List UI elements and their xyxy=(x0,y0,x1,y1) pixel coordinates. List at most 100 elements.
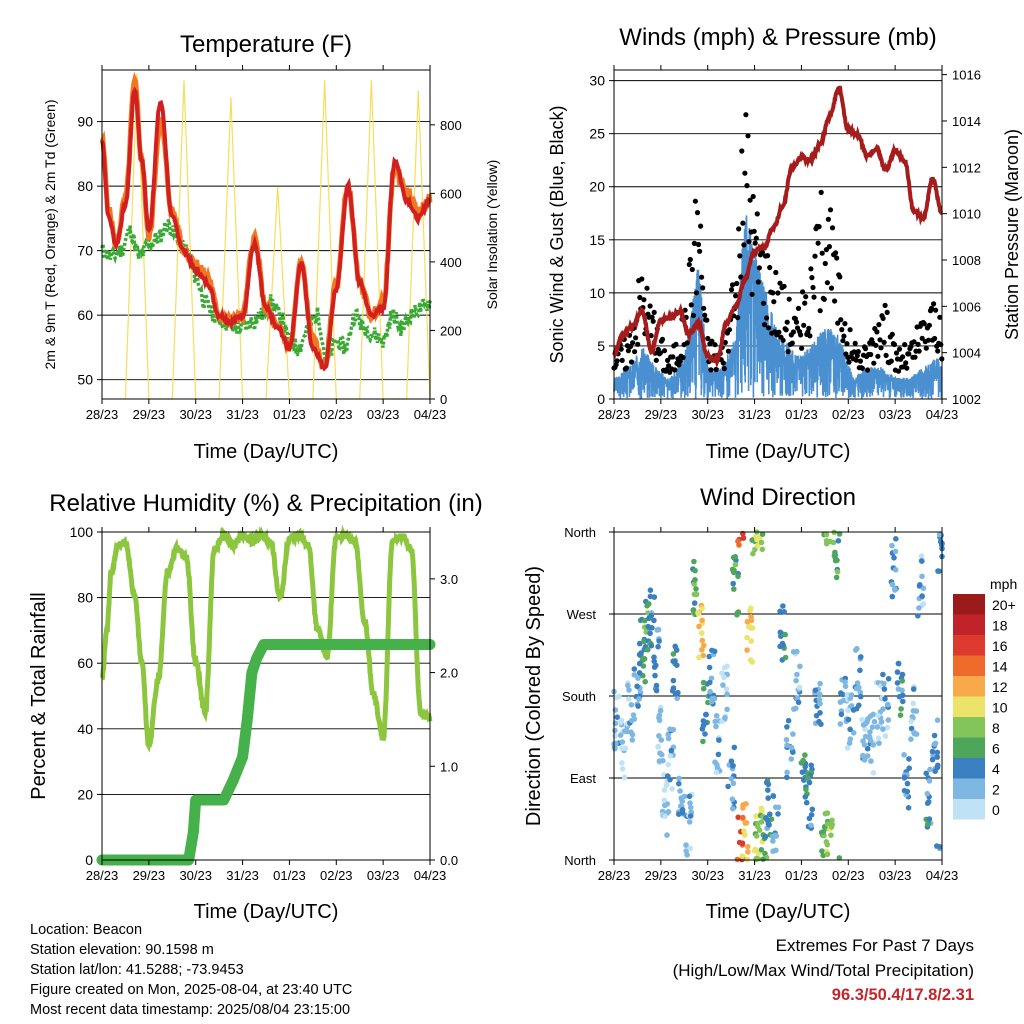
direction-point xyxy=(619,739,626,745)
gust-point xyxy=(647,303,653,309)
direction-point xyxy=(723,686,730,692)
direction-point xyxy=(885,701,891,708)
direction-point xyxy=(846,740,853,746)
direction-point xyxy=(842,679,848,685)
gust-point xyxy=(756,265,763,271)
direction-point xyxy=(631,716,638,722)
gust-point xyxy=(776,329,782,335)
direction-point xyxy=(626,687,632,693)
gust-point xyxy=(725,348,732,354)
x-tick-label-direction: 02/23 xyxy=(832,868,865,883)
direction-point xyxy=(741,828,747,834)
gust-point xyxy=(837,274,843,280)
direction-point xyxy=(766,822,772,828)
direction-point xyxy=(836,531,843,537)
direction-point xyxy=(906,765,912,771)
gust-point xyxy=(785,349,791,355)
direction-point xyxy=(660,757,666,764)
gust-point xyxy=(755,279,761,285)
direction-point xyxy=(619,766,626,772)
y-tick-label-winds: 25 xyxy=(589,126,605,142)
direction-point xyxy=(638,650,644,656)
legend-swatch xyxy=(953,696,985,717)
direction-point xyxy=(651,594,658,600)
gust-point xyxy=(874,329,880,335)
direction-point xyxy=(731,569,737,576)
direction-point xyxy=(895,660,902,667)
gust-point xyxy=(799,345,805,351)
direction-point xyxy=(692,577,698,583)
x-tick-label-winds: 31/23 xyxy=(738,407,771,422)
direction-point xyxy=(681,793,688,800)
direction-point xyxy=(908,736,914,742)
direction-point xyxy=(728,776,735,782)
gust-point xyxy=(735,315,741,321)
direction-point xyxy=(758,805,765,812)
direction-point xyxy=(915,613,921,619)
direction-point xyxy=(700,685,707,692)
direction-point xyxy=(784,724,790,730)
direction-point xyxy=(750,550,756,557)
gust-point xyxy=(712,342,718,348)
direction-point xyxy=(687,800,693,806)
direction-point xyxy=(860,752,866,759)
gust-point xyxy=(833,250,839,256)
direction-point xyxy=(936,844,943,850)
direction-point xyxy=(664,832,670,838)
y2-tick-label-humidity: 1.0 xyxy=(440,759,458,774)
direction-point xyxy=(641,656,648,662)
direction-point xyxy=(655,643,661,650)
direction-point xyxy=(729,796,736,802)
x-axis-label-direction: Time (Day/UTC) xyxy=(706,901,851,923)
panel-title-humidity: Relative Humidity (%) & Precipitation (i… xyxy=(49,490,482,517)
x-tick-label-temperature: 02/23 xyxy=(320,407,353,422)
gust-point xyxy=(648,333,654,339)
direction-point xyxy=(775,811,781,817)
direction-point xyxy=(636,696,642,702)
series-gust xyxy=(611,112,945,375)
temperature-panel: 50 60 70 80 90 0 200 400 600 800 Temperature (F) 28… xyxy=(42,31,500,463)
direction-point xyxy=(892,567,899,573)
plot-frame-humidity xyxy=(101,531,431,861)
direction-point xyxy=(749,537,755,543)
direction-point xyxy=(832,549,838,556)
direction-point xyxy=(924,790,931,797)
legend-swatch xyxy=(953,799,985,820)
gust-point xyxy=(847,327,853,333)
direction-point xyxy=(636,660,643,667)
direction-point xyxy=(870,770,877,776)
gust-point xyxy=(632,349,638,355)
legend-label: 8 xyxy=(992,720,1000,736)
y-axis-label-winds: Sonic Wind & Gust (Blue, Black) xyxy=(547,105,567,363)
gust-point xyxy=(734,280,740,287)
gust-point xyxy=(877,337,883,343)
direction-point xyxy=(748,638,755,644)
gust-point xyxy=(673,341,679,347)
gust-point xyxy=(773,269,779,276)
direction-point xyxy=(707,679,713,686)
gust-point xyxy=(684,340,690,346)
gust-point xyxy=(746,239,752,245)
direction-point xyxy=(730,580,736,587)
direction-point xyxy=(636,670,643,676)
gust-point xyxy=(809,275,815,281)
gust-point xyxy=(661,348,668,354)
direction-point xyxy=(891,555,897,561)
direction-point xyxy=(770,833,777,840)
gust-point xyxy=(916,348,922,354)
gust-point xyxy=(627,343,634,350)
direction-point xyxy=(788,744,795,751)
direction-point xyxy=(800,757,806,764)
direction-point xyxy=(919,593,925,599)
gust-point xyxy=(816,224,822,230)
direction-point xyxy=(857,667,863,674)
direction-point xyxy=(748,617,755,624)
gust-point xyxy=(704,317,710,323)
direction-point xyxy=(646,615,652,622)
direction-point xyxy=(619,760,625,766)
gust-point xyxy=(653,357,659,363)
y2-tick-label-winds: 1016 xyxy=(952,68,981,83)
direction-point xyxy=(860,738,866,744)
direction-point xyxy=(889,593,896,600)
direction-point xyxy=(758,539,765,546)
